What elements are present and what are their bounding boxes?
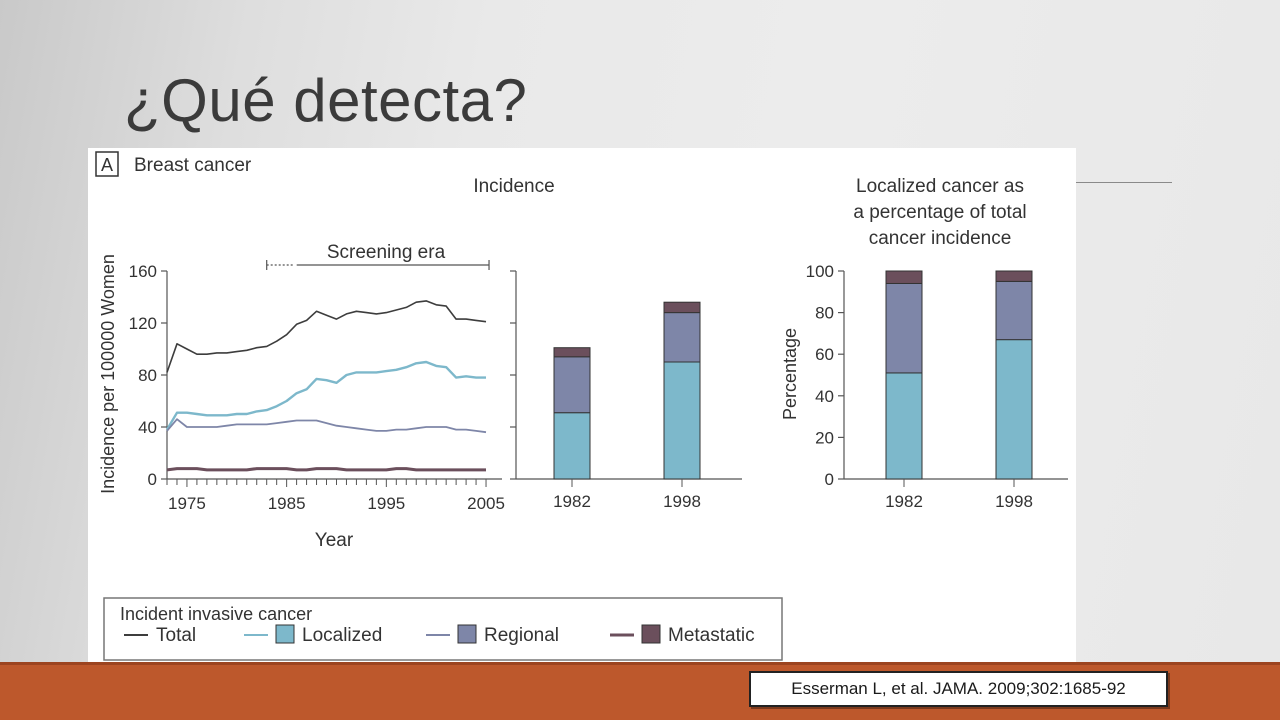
bar-category-label: 1998 <box>663 492 701 511</box>
series-line-total <box>166 300 487 373</box>
pct-y-tick-label: 40 <box>815 387 834 406</box>
y-tick-label: 80 <box>138 366 157 385</box>
pct-bar-segment-regional-1998 <box>995 280 1033 341</box>
legend-swatch-regional <box>457 624 477 644</box>
panel-label: A <box>101 155 113 175</box>
legend-label-regional: Regional <box>484 625 559 646</box>
x-tick-label: 2005 <box>467 494 505 513</box>
legend-box <box>103 597 783 661</box>
figure-panel: A Breast cancer Incidence Screening era … <box>88 148 1076 662</box>
incidence-title: Incidence <box>473 176 554 197</box>
bar-segment-regional-1982 <box>553 356 591 414</box>
legend-label-metastatic: Metastatic <box>668 625 755 646</box>
legend-items: Total Localized Regional Metastatic <box>124 624 755 646</box>
pct-title-line-2: a percentage of total <box>853 202 1026 223</box>
pct-y-tick-label: 80 <box>815 304 834 323</box>
x-tick-label: 1975 <box>168 494 206 513</box>
pct-category-label: 1998 <box>995 492 1033 511</box>
pct-bar-segment-localized-1982 <box>885 372 923 480</box>
pct-y-tick-label: 100 <box>806 262 834 281</box>
legend-swatch-localized <box>275 624 295 644</box>
pct-y-tick-label: 0 <box>825 470 834 489</box>
panel-title: Breast cancer <box>134 155 252 176</box>
slide-title: ¿Qué detecta? <box>124 67 528 134</box>
pct-bar-segment-metastatic-1982 <box>885 270 923 284</box>
x-axis-label: Year <box>315 530 354 551</box>
panel-label-box <box>95 151 119 177</box>
decorative-line <box>1075 182 1172 183</box>
y-tick-label: 0 <box>148 470 157 489</box>
y-tick-label: 160 <box>129 262 157 281</box>
legend-title: Incident invasive cancer <box>120 604 312 624</box>
series-line-localized <box>165 360 486 431</box>
y-tick-label: 40 <box>138 418 157 437</box>
figure-svg: A Breast cancer Incidence Screening era … <box>95 151 1068 661</box>
bar-segment-localized-1982 <box>553 412 591 480</box>
chart-marks: 0 40 80 120 160 1975 1985 1995 2005 1982 1998 0 20 40… <box>129 260 1068 513</box>
y-tick-label: 120 <box>129 314 157 333</box>
footer-line <box>0 662 1280 665</box>
pct-title-line-1: Localized cancer as <box>856 176 1024 197</box>
citation-box: Esserman L, et al. JAMA. 2009;302:1685-9… <box>749 671 1168 707</box>
bar-segment-metastatic-1982 <box>553 347 591 358</box>
bar-segment-regional-1998 <box>663 312 701 363</box>
y-axis-label: Incidence per 100000 Women <box>98 254 118 494</box>
x-tick-label: 1995 <box>367 494 405 513</box>
pct-title-line-3: cancer incidence <box>869 228 1012 249</box>
series-line-metastatic <box>166 467 486 472</box>
legend-label-total: Total <box>156 625 196 646</box>
pct-bar-segment-localized-1998 <box>995 339 1033 480</box>
pct-bar-segment-regional-1982 <box>885 282 923 374</box>
legend-swatch-metastatic <box>641 624 661 644</box>
pct-category-label: 1982 <box>885 492 923 511</box>
bar-category-label: 1982 <box>553 492 591 511</box>
legend-label-localized: Localized <box>302 625 382 646</box>
screening-era-label: Screening era <box>327 242 446 263</box>
bar-segment-localized-1998 <box>663 361 701 480</box>
pct-y-tick-label: 20 <box>815 428 834 447</box>
series-line-regional <box>166 418 487 434</box>
pct-bar-segment-metastatic-1998 <box>995 270 1033 282</box>
pct-y-axis-label: Percentage <box>780 328 800 420</box>
bar-segment-metastatic-1998 <box>663 301 701 314</box>
x-tick-label: 1985 <box>268 494 306 513</box>
pct-y-tick-label: 60 <box>815 345 834 364</box>
